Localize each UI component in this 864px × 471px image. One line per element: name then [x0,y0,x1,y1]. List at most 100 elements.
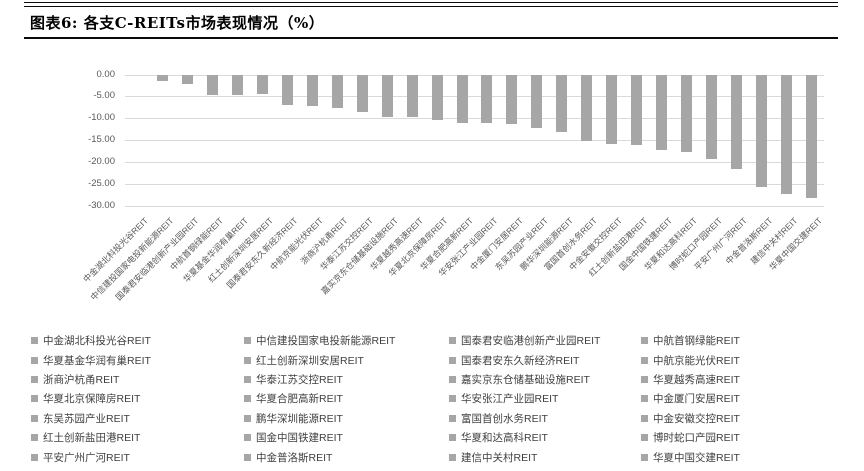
legend-item: 富国首创水务REIT [449,411,641,426]
legend-item: 华夏越秀高速REIT [641,372,831,387]
legend-item: 平安广州广河REIT [31,450,244,465]
bar [581,74,593,141]
bar [556,74,568,132]
y-axis-tick-label: -5.00 [93,90,115,102]
legend-label: 平安广州广河REIT [43,451,130,464]
legend-item: 中航京能光伏REIT [641,353,831,368]
legend-square-marker-icon [641,453,648,461]
legend-square-marker-icon [641,414,648,422]
gridline [125,74,824,76]
gridline [125,118,824,120]
bar [506,74,518,125]
bar [706,74,718,159]
legend-square-marker-icon [449,434,456,442]
legend-square-marker-icon [244,375,251,383]
legend-item: 鹏华深圳能源REIT [244,411,449,426]
legend-label: 华夏北京保障房REIT [43,393,141,406]
header-top-rule [24,2,838,7]
legend-item: 中航首钢绿能REIT [641,333,831,348]
legend-item: 中金湖北科投光谷REIT [31,333,244,348]
legend-item: 中信建投国家电投新能源REIT [244,333,449,348]
legend-square-marker-icon [244,356,251,364]
legend-item: 华安张江产业园REIT [449,391,641,406]
legend-square-marker-icon [641,356,648,364]
legend-square-marker-icon [641,395,648,403]
legend-label: 中金安徽交控REIT [653,412,740,425]
header-bottom-rule [24,37,838,39]
y-axis-tick-label: -25.00 [88,177,115,189]
legend-item: 国泰君安临港创新产业园REIT [449,333,641,348]
figure-header: 图表6: 各支C-REITs市场表现情况（%） [24,2,838,39]
legend-label: 浙商沪杭甬REIT [43,373,120,386]
legend-item: 中金普洛斯REIT [244,450,449,465]
bar [806,74,818,199]
legend-label: 国泰君安临港创新产业园REIT [461,335,601,348]
bar [406,74,418,117]
legend-label: 博时蛇口产园REIT [653,432,740,445]
legend-label: 华夏中国交建REIT [653,451,740,464]
legend-square-marker-icon [449,414,456,422]
legend-label: 建信中关村REIT [461,451,538,464]
bar [206,74,218,96]
bar [656,74,668,151]
legend-label: 中航首钢绿能REIT [653,335,740,348]
bar [781,74,793,195]
legend-item: 建信中关村REIT [449,450,641,465]
legend-label: 华夏基金华润有巢REIT [43,354,151,367]
y-axis-tick-label: -30.00 [88,199,115,211]
legend-label: 红土创新深圳安居REIT [256,354,364,367]
legend-square-marker-icon [244,395,251,403]
legend-square-marker-icon [449,395,456,403]
bar [531,74,543,129]
legend-square-marker-icon [449,356,456,364]
bar [431,74,443,121]
legend-label: 华安张江产业园REIT [461,393,559,406]
legend-square-marker-icon [244,414,251,422]
legend-item: 国金中国铁建REIT [244,430,449,445]
bar [306,74,318,106]
legend-label: 国泰君安东久新经济REIT [461,354,580,367]
legend-label: 中金普洛斯REIT [256,451,333,464]
legend-item: 博时蛇口产园REIT [641,430,831,445]
y-axis-tick-label: -15.00 [88,134,115,145]
legend-label: 华泰江苏交控REIT [256,373,343,386]
y-axis-tick-label: -20.00 [88,155,115,167]
legend-label: 华夏和达高科REIT [461,432,548,445]
legend-square-marker-icon [449,375,456,383]
legend-item: 华夏合肥高新REIT [244,391,449,406]
legend-item: 国泰君安东久新经济REIT [449,353,641,368]
gridline [125,161,824,163]
legend-item: 中金安徽交控REIT [641,411,831,426]
legend-square-marker-icon [449,453,456,461]
legend-label: 富国首创水务REIT [461,412,548,425]
legend-square-marker-icon [244,453,251,461]
legend-label: 中航京能光伏REIT [653,354,740,367]
bar [356,74,368,113]
bar [631,74,643,145]
bar [256,74,268,95]
bar [281,74,293,105]
legend-item: 华夏北京保障房REIT [31,391,244,406]
legend-square-marker-icon [31,434,38,442]
bar [331,74,343,109]
chart-legend: 中金湖北科投光谷REIT 中信建投国家电投新能源REIT 国泰君安临港创新产业园RE… [31,331,843,467]
legend-square-marker-icon [641,375,648,383]
legend-item: 浙商沪杭甬REIT [31,372,244,387]
bar [606,74,618,144]
gridline [125,183,824,185]
legend-square-marker-icon [244,434,251,442]
legend-square-marker-icon [31,356,38,364]
legend-label: 国金中国铁建REIT [256,432,343,445]
legend-item: 红土创新盐田港REIT [31,430,244,445]
legend-item: 中金厦门安居REIT [641,391,831,406]
legend-square-marker-icon [449,337,456,345]
legend-label: 华夏合肥高新REIT [256,393,343,406]
legend-square-marker-icon [31,337,38,345]
legend-label: 嘉实京东仓储基础设施REIT [461,373,590,386]
legend-square-marker-icon [31,453,38,461]
legend-label: 中信建投国家电投新能源REIT [256,335,396,348]
legend-label: 中金厦门安居REIT [653,393,740,406]
legend-square-marker-icon [31,414,38,422]
